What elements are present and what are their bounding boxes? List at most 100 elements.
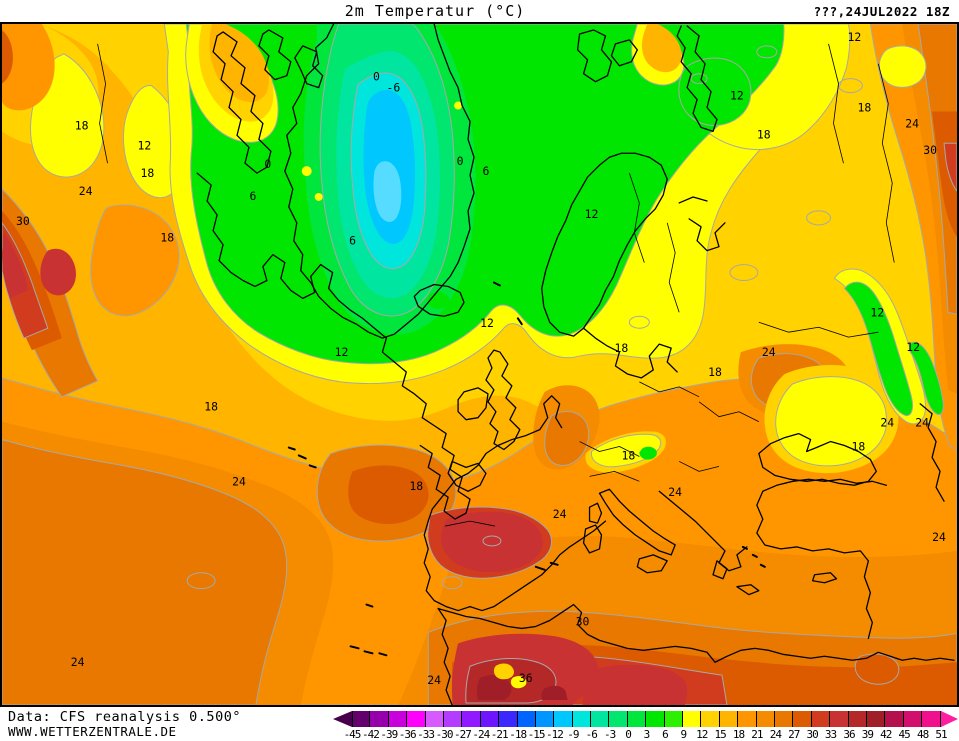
coast-africa <box>437 603 955 705</box>
region-quebec-orange <box>90 204 180 317</box>
legend-box <box>903 711 923 727</box>
contour-label: 12 <box>480 316 494 330</box>
legend-below-arrow <box>333 711 352 727</box>
region-greenland-coast-dot1 <box>301 166 312 177</box>
region-ural-streak2-green <box>908 341 944 416</box>
region-greenland-coast-dot3 <box>454 101 463 110</box>
legend-box <box>554 711 573 727</box>
coast-newfoundland <box>447 460 487 492</box>
legend-tick-label: 21 <box>751 728 763 741</box>
legend-tick-label: -6 <box>585 728 598 741</box>
contour-label: 0 <box>457 154 464 168</box>
legend-tick-label: -42 <box>361 728 380 741</box>
contour-label: 12 <box>870 305 884 319</box>
legend-box <box>499 711 518 727</box>
legend-tick-label: -12 <box>546 728 564 741</box>
legend-tick-label: -36 <box>398 728 417 741</box>
coast-uk <box>485 349 521 451</box>
website-text: WWW.WETTERZENTRALE.DE <box>8 724 177 739</box>
coast-whitesea <box>678 196 726 252</box>
legend-box <box>370 711 389 727</box>
legend-box <box>388 711 408 727</box>
madeira-island <box>365 603 374 608</box>
legend-tick-label: -21 <box>490 728 509 741</box>
coast-peloponnese <box>712 560 728 580</box>
contour-label: 18 <box>857 100 871 114</box>
region-atlas-gold-dot <box>493 663 515 680</box>
contour-label: 24 <box>71 655 85 669</box>
legend-box <box>774 711 794 727</box>
run-timestamp: ???,24JUL2022 18Z <box>813 4 950 19</box>
aegean-islands <box>741 545 766 568</box>
contour-labels: 18 12 18 24 30 18 0 -6 0 6 0 6 12 18 24 24 18 12 6 12 12 18 18… <box>16 30 946 687</box>
contour-label: 12 <box>585 207 599 221</box>
legend-box <box>407 711 426 727</box>
legend-box <box>719 711 739 727</box>
region-morocco-39-42a <box>476 675 512 701</box>
coast-sardinia <box>582 524 603 554</box>
coast-italy <box>598 488 676 556</box>
legend-box <box>627 711 647 727</box>
coast-turkey <box>756 478 887 640</box>
legend-tick-label: -45 <box>343 728 362 741</box>
region-egypt-27-30-dot <box>854 653 900 685</box>
region-corner-streak <box>2 29 13 84</box>
legend-box <box>646 711 665 727</box>
region-ice-core-light <box>373 161 402 222</box>
contour-label: 24 <box>880 416 894 430</box>
legend-box <box>866 711 886 727</box>
contour-pools <box>186 45 863 590</box>
coast-balkans <box>658 490 748 572</box>
legend-box <box>352 711 371 727</box>
region-norway-green1 <box>554 252 572 288</box>
region-iberia-33-36 <box>441 511 543 573</box>
legend-box <box>425 711 444 727</box>
region-alps-green-dot <box>639 446 657 460</box>
legend-box <box>922 711 941 727</box>
legend-tick-label: 24 <box>769 728 782 741</box>
region-novascotia-27-30 <box>348 465 429 525</box>
region-green-ne <box>678 57 752 126</box>
coast-ireland <box>457 387 489 421</box>
region-morocco-39-42b <box>541 685 568 701</box>
small-islands <box>287 281 766 657</box>
coast-svalbard1 <box>576 29 613 83</box>
contour-label: 0 <box>264 157 271 171</box>
legend-box <box>535 711 555 727</box>
region-greenland-coast-dot2 <box>314 193 323 201</box>
legend-colorbar <box>352 711 941 727</box>
legend-tick-label: -18 <box>509 728 527 741</box>
legend-box <box>480 711 500 727</box>
contour-label: 24 <box>232 474 246 488</box>
coast-greenland <box>284 24 475 339</box>
contour-label: 30 <box>16 214 30 228</box>
contour-label: 0 <box>373 70 380 84</box>
contour-label: 18 <box>621 448 635 462</box>
legend-box <box>443 711 463 727</box>
legend-box <box>462 711 481 727</box>
legend-box <box>756 711 775 727</box>
region-atlas-yellow-dot <box>510 676 527 689</box>
contour-label: 24 <box>79 184 93 198</box>
legend-tick-label: 12 <box>696 728 708 741</box>
legend-tick-label: 27 <box>788 728 800 741</box>
contour-label: 24 <box>915 416 929 430</box>
legend-box <box>609 711 628 727</box>
legend-above-arrow <box>941 711 958 727</box>
coast-novaya-zemlya <box>676 25 718 133</box>
legend-tick-labels: -45 -42 -39 -36 -33 -30 -27 -24 -21 -18 -15 -12 -9 -6… <box>0 728 959 741</box>
legend-tick-label: -33 <box>417 728 435 741</box>
legend-tick-label: -30 <box>435 728 454 741</box>
contour-label: -6 <box>386 81 400 95</box>
balearic-islands <box>534 561 559 571</box>
contour-label: 24 <box>932 530 946 544</box>
contour-label: 30 <box>923 143 937 157</box>
coast-baltic <box>582 327 678 379</box>
azores-islands <box>287 446 317 469</box>
legend-tick-label: -3 <box>604 728 616 741</box>
region-yellow-patch-russia <box>878 45 927 88</box>
region-russia-27-30 <box>932 111 957 237</box>
contour-label: 18 <box>615 341 629 355</box>
coast-weurope <box>423 428 607 612</box>
region-canada-33-36-dot <box>40 248 76 296</box>
